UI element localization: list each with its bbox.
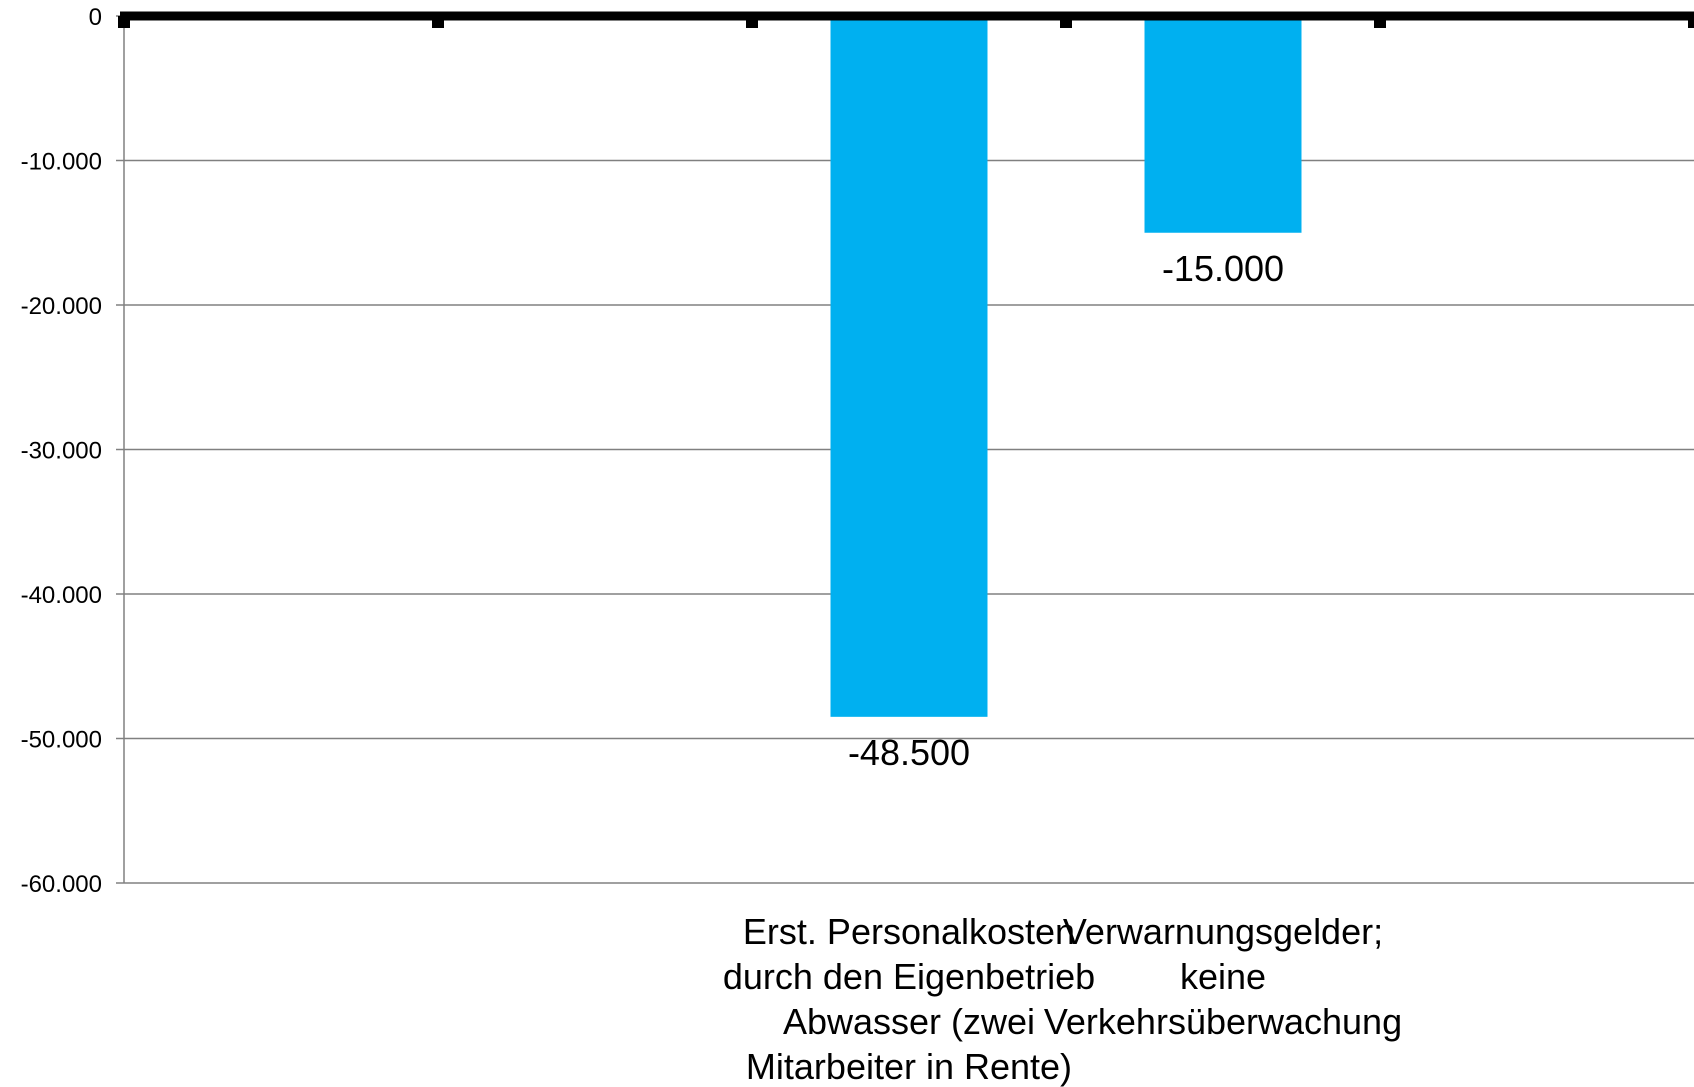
y-tick-label: -40.000	[21, 582, 102, 609]
y-tick-label: 0	[89, 4, 102, 31]
x-category-label-line: Verkehrsüberwachung	[1044, 1001, 1402, 1042]
y-tick-label: -30.000	[21, 438, 102, 465]
y-tick-label: -20.000	[21, 293, 102, 320]
x-tick-mark	[118, 16, 130, 28]
x-category-label: Verwarnungsgelder; keine Verkehrsüberwachu…	[1044, 911, 1402, 1042]
x-category-label-line: Abwasser (zwei	[783, 1001, 1035, 1042]
x-tick-mark	[746, 16, 758, 28]
labels: 0 -10.000 -20.000 -30.000 -40.000 -50.000 -60.…	[21, 4, 1403, 1087]
x-category-label-line: durch den Eigenbetrieb	[723, 956, 1095, 997]
x-tick-mark	[1688, 16, 1694, 28]
y-tick-label: -60.000	[21, 871, 102, 898]
bars	[830, 16, 1302, 717]
x-category-label-line: Verwarnungsgelder;	[1063, 911, 1383, 952]
bar	[1144, 16, 1302, 233]
data-label: -48.500	[848, 732, 970, 773]
x-category-label-line: keine	[1180, 956, 1266, 997]
x-tick-mark	[432, 16, 444, 28]
y-tick-label: -10.000	[21, 149, 102, 176]
y-tick-label: -50.000	[21, 727, 102, 754]
x-tick-mark	[1060, 16, 1072, 28]
x-category-label-line: Erst. Personalkosten	[743, 911, 1075, 952]
data-label: -15.000	[1162, 248, 1284, 289]
x-tick-mark	[1374, 16, 1386, 28]
bar	[830, 16, 988, 717]
x-category-label: Erst. Personalkosten durch den Eigenbetri…	[723, 911, 1095, 1087]
x-category-label-line: Mitarbeiter in Rente)	[746, 1046, 1072, 1087]
axes	[116, 11, 1694, 884]
